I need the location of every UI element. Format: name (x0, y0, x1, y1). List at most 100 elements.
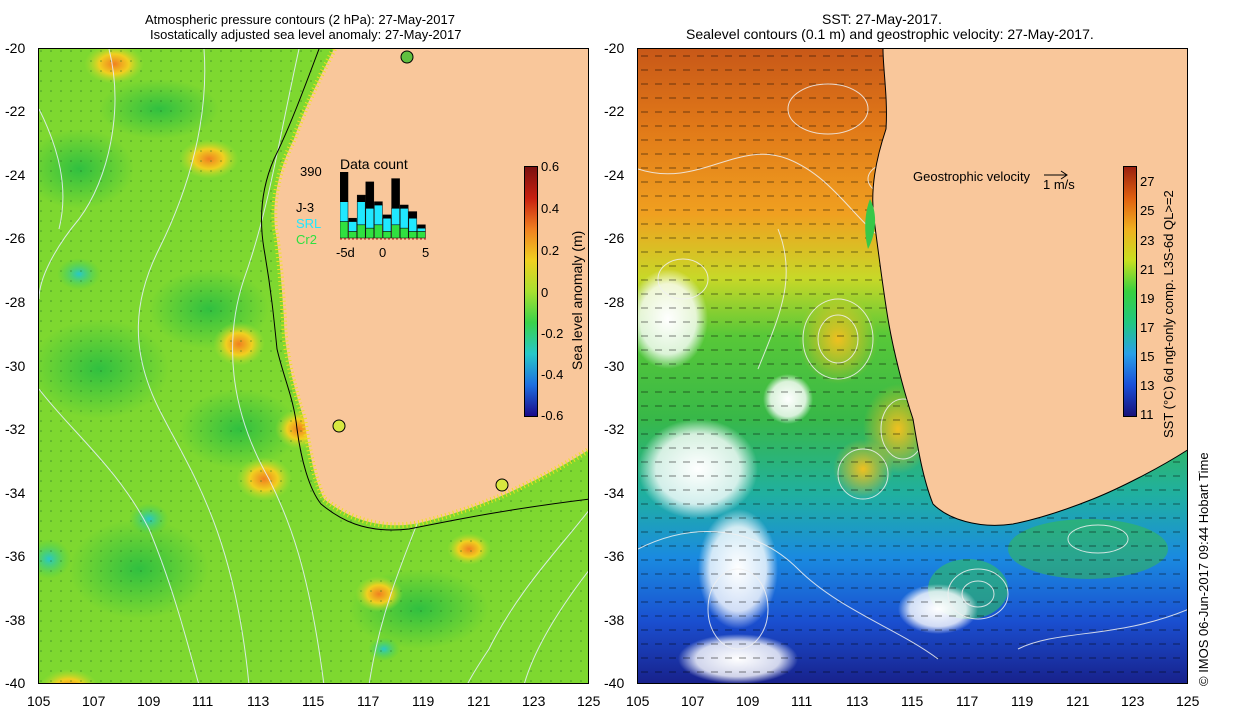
sla-colorbar-tick: 0.4 (541, 201, 560, 216)
lat-tick: -20 (604, 40, 625, 56)
lat-tick: -26 (5, 230, 26, 246)
sst-colorbar-label: SST (°C) 6d ngt-only comp. L3S-6d QL>=2 (1161, 190, 1176, 438)
lat-tick: -24 (604, 167, 625, 183)
lon-tick: 115 (901, 693, 924, 709)
lon-tick: 111 (791, 693, 813, 709)
histogram-bar-j-3 (391, 178, 400, 209)
lon-tick: 107 (82, 693, 106, 709)
sst-colorbar-tick: 17 (1140, 320, 1155, 335)
histogram-bar-j-3 (408, 211, 418, 219)
sst-colorbar-tick: 23 (1140, 233, 1155, 248)
lon-tick: 117 (956, 693, 979, 709)
sla-colorbar-tick: -0.6 (541, 408, 564, 423)
lat-tick: -34 (5, 485, 26, 501)
velocity-legend-scale: 1 m/s (1043, 177, 1075, 192)
lat-tick: -40 (5, 675, 26, 691)
histogram-bar-srl (365, 208, 375, 229)
sst-colorbar (1123, 166, 1137, 417)
tide-gauge-marker (400, 50, 414, 64)
histogram-bar-srl (417, 227, 426, 232)
sst-colorbar-tick: 25 (1140, 203, 1155, 218)
lon-tick: 123 (1121, 693, 1145, 709)
lon-tick: 113 (247, 693, 270, 709)
histogram-bar-cr2 (417, 231, 426, 239)
lat-tick: -32 (5, 421, 26, 437)
lat-tick: -32 (604, 421, 625, 437)
sla-map-graphic (39, 49, 588, 683)
histogram-bar-cr2 (356, 224, 366, 239)
sst-colorbar-tick: 27 (1140, 174, 1155, 189)
lat-tick: -36 (604, 548, 625, 564)
sla-colorbar-tick: -0.2 (541, 326, 564, 341)
histogram-bar-srl (348, 221, 357, 232)
sla-colorbar-tick: 0.2 (541, 243, 560, 258)
lon-tick: 119 (412, 693, 435, 709)
velocity-legend-label: Geostrophic velocity (913, 169, 1031, 184)
histogram-bar-cr2 (408, 231, 418, 239)
lon-tick: 107 (681, 693, 705, 709)
histogram-bar-cr2 (340, 221, 349, 239)
sla-colorbar-tick: -0.4 (541, 367, 564, 382)
tide-gauge-marker (332, 419, 346, 433)
lon-tick: 119 (1011, 693, 1034, 709)
histogram-bar-cr2 (374, 224, 383, 239)
lat-tick: -36 (5, 548, 26, 564)
inset-max-count: 390 (300, 164, 322, 179)
lon-tick: 117 (357, 693, 380, 709)
lon-tick: 121 (467, 693, 491, 709)
sst-land-mass (872, 49, 1187, 526)
sst-colorbar-tick: 15 (1140, 349, 1155, 364)
lat-tick: -38 (5, 612, 26, 628)
sla-coastline (260, 49, 588, 531)
lon-tick: 125 (577, 693, 601, 709)
sla-coastal-dots (271, 49, 588, 529)
left-title-line2: Isostatically adjusted sea level anomaly… (150, 27, 462, 42)
histogram-bar-cr2 (365, 227, 375, 239)
velocity-arrow-icon (1044, 170, 1068, 180)
lat-tick: -22 (604, 103, 625, 119)
lon-tick: 115 (302, 693, 325, 709)
sst-map-graphic (638, 49, 1187, 683)
lat-tick: -38 (604, 612, 625, 628)
histogram-bar-srl (374, 204, 383, 226)
sst-island-detail (865, 199, 876, 249)
inset-xtick: 0 (379, 245, 387, 260)
lat-tick: -28 (5, 294, 26, 310)
histogram-bar-cr2 (348, 231, 357, 239)
lon-tick: 111 (192, 693, 214, 709)
lon-tick: 125 (1176, 693, 1200, 709)
inset-legend-j3: J-3 (296, 200, 315, 215)
histogram-bar-srl (356, 201, 366, 226)
sst-coastline (872, 49, 1187, 526)
histogram-bar-cr2 (399, 227, 409, 239)
inset-legend-cr2: Cr2 (296, 232, 317, 247)
imos-credit: © IMOS 06-Jun-2017 09:44 Hobart Time (1196, 452, 1211, 686)
lon-tick: 105 (626, 693, 650, 709)
pressure-contours (39, 49, 588, 683)
sla-colorbar-tick: 0.6 (541, 159, 560, 174)
sst-colorbar-tick: 11 (1140, 407, 1154, 422)
histogram-bar-cr2 (391, 224, 400, 239)
lon-tick: 113 (846, 693, 869, 709)
sla-colorbar-tick: 0 (541, 285, 549, 300)
inset-histogram (340, 172, 426, 240)
histogram-bar-j-3 (365, 181, 375, 209)
lat-tick: -30 (5, 358, 26, 374)
histogram-bar-srl (391, 208, 400, 226)
histogram-bar-srl (340, 201, 349, 222)
lon-tick: 121 (1066, 693, 1090, 709)
lat-tick: -26 (604, 230, 625, 246)
histogram-bar-srl (399, 208, 409, 229)
lon-tick: 123 (522, 693, 546, 709)
right-title-line2: Sealevel contours (0.1 m) and geostrophi… (686, 26, 1094, 42)
sla-land-mass (274, 49, 588, 526)
sla-colorbar (524, 166, 538, 417)
sealevel-contours (638, 83, 1187, 660)
inset-xtick: 5 (422, 245, 430, 260)
lon-tick: 109 (736, 693, 760, 709)
histogram-bar-j-3 (417, 224, 426, 229)
inset-legend-srl: SRL (296, 216, 322, 231)
lat-tick: -34 (604, 485, 625, 501)
lon-tick: 105 (27, 693, 51, 709)
histogram-bar-j-3 (374, 201, 383, 206)
